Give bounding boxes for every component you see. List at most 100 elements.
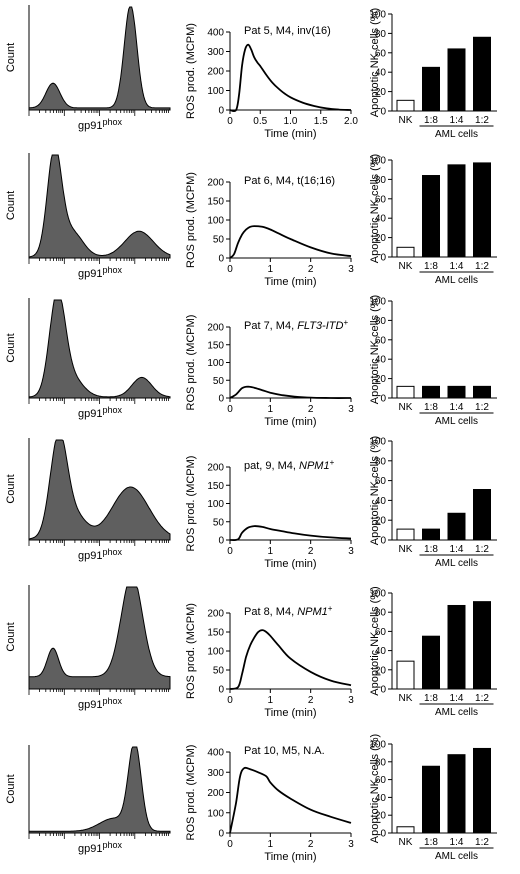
- ros-xtick-label-5-3: 3: [348, 695, 354, 706]
- histogram-x-label-sup-1: phox: [102, 117, 122, 127]
- ros-chart-6: 0 100 200 300 400 0 1 2 3 Pat 10, M5, N.A. ROS pro…: [185, 745, 354, 863]
- histogram-x-label-main-6: gp91: [78, 843, 102, 855]
- histogram-area-3: [28, 299, 171, 399]
- ros-ytick-label-6-3: 300: [207, 768, 224, 779]
- histogram-y-label-1: Count: [5, 43, 17, 72]
- histogram-y-label-2: Count: [5, 191, 17, 220]
- ros-title-2: Pat 6, M4, t(16;16): [244, 175, 335, 187]
- ros-curve-3: [229, 385, 352, 399]
- apoptosis-category-5-1: 1:8: [424, 693, 438, 704]
- apoptosis-ytick-label-1-2: 40: [375, 68, 387, 79]
- apoptosis-ytick-label-5-1: 20: [375, 665, 387, 676]
- histogram-x-label-sup-4: phox: [102, 547, 122, 557]
- ros-title-4: pat, 9, M4, NPM1+: [244, 458, 335, 472]
- apoptosis-category-2-3: 1:2: [475, 261, 489, 272]
- ros-xtick-label-3-3: 3: [348, 404, 354, 415]
- apoptosis-group-label-3: AML cells: [435, 416, 478, 427]
- apoptosis-ytick-label-5-3: 60: [375, 627, 387, 638]
- apoptosis-category-6-3: 1:2: [475, 837, 489, 848]
- apoptosis-y-label-2: Apoptotic NK cells (%): [369, 154, 381, 263]
- ros-ytick-label-1-0: 0: [218, 106, 224, 117]
- apoptosis-ytick-label-6-5: 100: [369, 740, 386, 751]
- ros-xtick-label-2-0: 0: [227, 264, 233, 275]
- ros-ytick-label-4-0: 0: [218, 536, 224, 547]
- apoptosis-ytick-label-2-2: 40: [375, 214, 387, 225]
- ros-y-label-1: ROS prod. (MCPM): [185, 23, 197, 119]
- apoptosis-bar-2-3: [473, 162, 491, 258]
- ros-ytick-label-3-3: 150: [207, 340, 224, 351]
- apoptosis-chart-5: 0 20 40 60 80 100 NK 1:8 1:4 1:2 AML cells Apoptoti…: [369, 586, 497, 718]
- histogram-x-label-6: gp91phox: [78, 840, 123, 855]
- apoptosis-ytick-label-5-4: 80: [375, 608, 387, 619]
- apoptosis-ytick-label-3-0: 0: [380, 394, 386, 405]
- apoptosis-ytick-label-1-3: 60: [375, 48, 387, 59]
- ros-title-part-4-1: NPM1: [299, 460, 330, 472]
- apoptosis-category-3-3: 1:2: [475, 402, 489, 413]
- ros-ytick-label-4-2: 100: [207, 499, 224, 510]
- apoptosis-ytick-label-3-3: 60: [375, 335, 387, 346]
- ros-ytick-label-3-0: 0: [218, 394, 224, 405]
- apoptosis-chart-1: 0 20 40 60 80 100 NK 1:8 1:4 1:2 AML cells Apoptoti…: [369, 8, 497, 140]
- ros-ytick-label-2-4: 200: [207, 178, 224, 189]
- apoptosis-bar-5-2: [447, 604, 466, 690]
- ros-title-part-3-0: Pat 7, M4,: [244, 320, 297, 332]
- histogram-y-label-6: Count: [5, 774, 17, 803]
- ros-y-label-6: ROS prod. (MCPM): [185, 745, 197, 841]
- histogram-x-label-main-1: gp91: [78, 120, 102, 132]
- histogram-2: Count gp91phox: [5, 153, 171, 280]
- apoptosis-ytick-label-6-4: 80: [375, 757, 387, 768]
- ros-title-part-3-2: +: [343, 318, 348, 327]
- ros-x-label-6: Time (min): [264, 851, 316, 863]
- ros-ytick-label-4-3: 150: [207, 481, 224, 492]
- histogram-5: Count gp91phox: [5, 585, 171, 711]
- ros-chart-3: 0 50 100 150 200 0 1 2 3 Pat 7, M4, FLT3-ITD+ ROS …: [185, 315, 354, 428]
- ros-y-label-5: ROS prod. (MCPM): [185, 603, 197, 699]
- apoptosis-group-label-4: AML cells: [435, 558, 478, 569]
- apoptosis-group-label-6: AML cells: [435, 851, 478, 862]
- apoptosis-ytick-label-1-1: 20: [375, 87, 387, 98]
- apoptosis-y-label-1: Apoptotic NK cells (%): [369, 8, 381, 117]
- ros-ytick-label-5-0: 0: [218, 685, 224, 696]
- apoptosis-group-label-2: AML cells: [435, 275, 478, 286]
- ros-title-3: Pat 7, M4, FLT3-ITD+: [244, 318, 348, 332]
- ros-title-1: Pat 5, M4, inv(16): [244, 25, 331, 37]
- apoptosis-category-5-0: NK: [399, 693, 413, 704]
- ros-xtick-label-1-1: 0.5: [253, 116, 267, 127]
- histogram-area-6: [28, 746, 171, 834]
- histogram-x-label-2: gp91phox: [78, 265, 123, 280]
- ros-xtick-label-6-3: 3: [348, 839, 354, 850]
- apoptosis-category-4-3: 1:2: [475, 544, 489, 555]
- ros-ytick-label-3-2: 100: [207, 358, 224, 369]
- ros-xtick-label-5-0: 0: [227, 695, 233, 706]
- apoptosis-category-4-1: 1:8: [424, 544, 438, 555]
- ros-chart-5: 0 50 100 150 200 0 1 2 3 Pat 8, M4, NPM1+ ROS prod…: [185, 603, 354, 719]
- histogram-x-label-main-5: gp91: [78, 699, 102, 711]
- apoptosis-bar-2-0: [396, 246, 415, 258]
- ros-title-part-5-0: Pat 8, M4,: [244, 606, 297, 618]
- ros-xtick-label-5-1: 1: [268, 695, 274, 706]
- histogram-1: Count gp91phox: [5, 5, 171, 132]
- apoptosis-group-label-1: AML cells: [435, 129, 478, 140]
- apoptosis-bar-2-1: [422, 175, 440, 258]
- apoptosis-bar-1-2: [447, 48, 466, 112]
- ros-title-6: Pat 10, M5, N.A.: [244, 745, 325, 757]
- apoptosis-y-label-6: Apoptotic NK cells (%): [369, 734, 381, 843]
- apoptosis-y-label-4: Apoptotic NK cells (%): [369, 436, 381, 545]
- ros-xtick-label-6-0: 0: [227, 839, 233, 850]
- apoptosis-bar-6-0: [396, 826, 415, 834]
- apoptosis-bar-1-0: [396, 99, 415, 112]
- apoptosis-bar-4-0: [396, 528, 415, 541]
- ros-title-part-3-1: FLT3-ITD: [297, 320, 343, 332]
- apoptosis-bar-3-3: [473, 385, 491, 399]
- ros-ytick-label-2-3: 150: [207, 197, 224, 208]
- ros-x-label-2: Time (min): [264, 276, 316, 288]
- histogram-x-label-3: gp91phox: [78, 405, 123, 420]
- apoptosis-ytick-label-3-4: 80: [375, 316, 387, 327]
- ros-xtick-label-3-2: 2: [308, 404, 314, 415]
- ros-chart-1: 0 100 200 300 400 0 0.5 1.0 1.5 2.0 Pat 5, M4, inv…: [185, 23, 358, 140]
- ros-ytick-label-4-1: 50: [213, 517, 225, 528]
- apoptosis-chart-3: 0 20 40 60 80 100 NK 1:8 1:4 1:2 AML cells Apoptoti…: [369, 295, 497, 427]
- ros-chart-2: 0 50 100 150 200 0 1 2 3 Pat 6, M4, t(16;16) ROS p…: [185, 172, 354, 288]
- ros-ytick-label-6-4: 400: [207, 748, 224, 759]
- histogram-3: Count gp91phox: [5, 298, 171, 420]
